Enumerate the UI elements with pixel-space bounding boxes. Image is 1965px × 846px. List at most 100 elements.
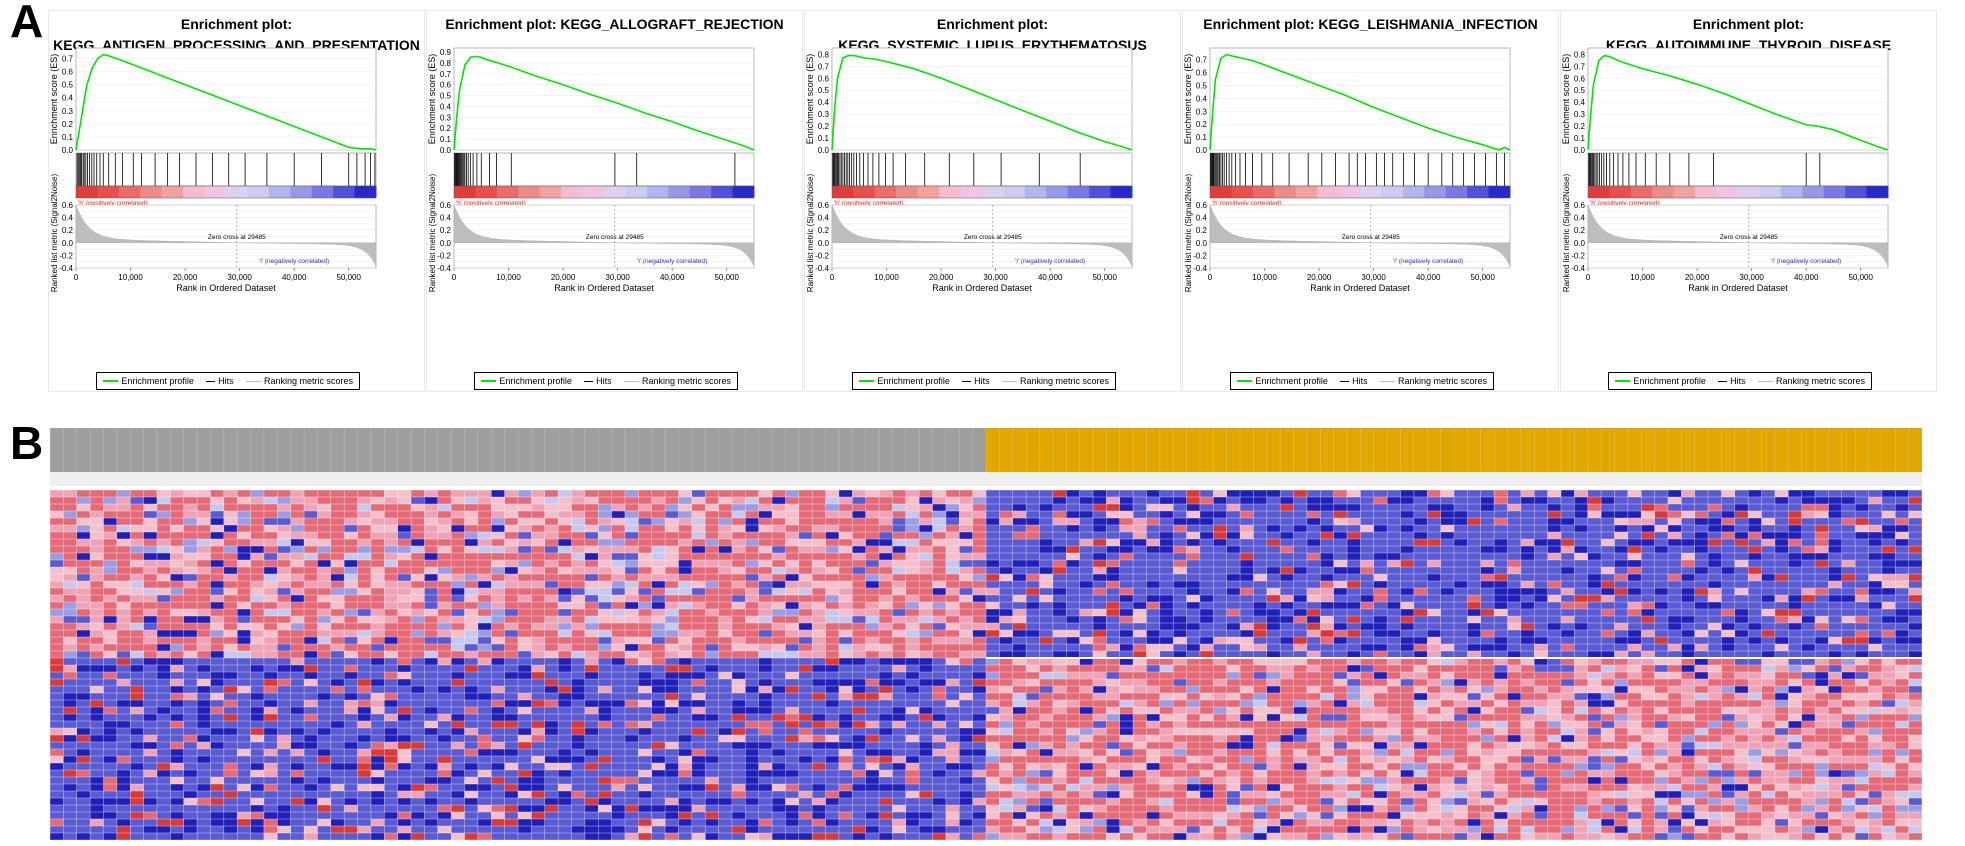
heatmap-cell <box>1253 532 1268 540</box>
heatmap-cell <box>464 658 479 666</box>
heatmap-cell <box>571 595 586 603</box>
heatmap-cell <box>317 637 332 645</box>
heatmap-cell <box>1694 588 1709 596</box>
heatmap-cell <box>718 658 733 666</box>
heatmap-cell <box>1801 553 1816 561</box>
ranked-tick-label: 0.4 <box>1196 214 1208 223</box>
heatmap-cell <box>1306 679 1321 687</box>
heatmap-cell <box>598 574 612 582</box>
heatmap-cell <box>1440 630 1455 638</box>
heatmap-cell <box>1855 693 1869 701</box>
heatmap-cell <box>1587 497 1602 505</box>
heatmap-cell <box>1681 581 1695 589</box>
heatmap-cell <box>1855 672 1869 680</box>
heatmap-cell <box>344 658 358 666</box>
heatmap-cell <box>1480 490 1495 498</box>
heatmap-cell <box>892 630 907 638</box>
heatmap-cell <box>437 532 452 540</box>
heatmap-cell <box>945 686 960 694</box>
heatmap-cell <box>1333 623 1348 631</box>
heatmap-cell <box>1199 665 1214 673</box>
heatmap-cell <box>1601 560 1615 568</box>
heatmap-cell <box>718 511 733 519</box>
heatmap-cell <box>183 679 198 687</box>
heatmap-cell <box>183 672 198 680</box>
heatmap-cell <box>156 511 171 519</box>
heatmap-cell <box>1534 504 1548 512</box>
heatmap-cell <box>1146 693 1161 701</box>
heatmap-cell <box>223 602 238 610</box>
heatmap-cell <box>919 595 933 603</box>
heatmap-cell <box>143 693 158 701</box>
heatmap-cell <box>1280 546 1294 554</box>
heatmap-cell <box>277 539 291 547</box>
heatmap-cell <box>330 518 345 526</box>
heatmap-cell <box>624 609 639 617</box>
heatmap-cell <box>1173 630 1187 638</box>
heatmap-cell <box>1614 665 1629 673</box>
heatmap-cell <box>1173 595 1187 603</box>
heatmap-cell <box>1133 581 1147 589</box>
heatmap-cell <box>1734 693 1749 701</box>
heatmap-cell <box>691 518 706 526</box>
heatmap-cell <box>1895 532 1909 540</box>
heatmap-cell <box>451 672 465 680</box>
heatmap-cell <box>1387 595 1401 603</box>
color-bar-segment <box>939 186 962 198</box>
heatmap-cell <box>785 672 800 680</box>
heatmap-cell <box>1226 644 1241 652</box>
heatmap-cell <box>1841 672 1856 680</box>
heatmap-cell <box>598 630 612 638</box>
heatmap-cell <box>357 679 372 687</box>
heatmap-cell <box>584 630 599 638</box>
heatmap-cell <box>1708 553 1722 561</box>
heatmap-cell <box>852 567 866 575</box>
heatmap-cell <box>1159 630 1174 638</box>
heatmap-cell <box>1440 525 1455 533</box>
heatmap-cell <box>344 700 358 708</box>
heatmap-cell <box>1881 644 1896 652</box>
heatmap-cell <box>330 525 345 533</box>
heatmap-cell <box>304 553 318 561</box>
heatmap-cell <box>130 644 144 652</box>
heatmap-cell <box>1454 658 1468 666</box>
heatmap-cell <box>277 644 291 652</box>
heatmap-cell <box>1855 665 1869 673</box>
heatmap-cell <box>103 651 118 659</box>
heatmap-cell <box>1213 637 1227 645</box>
heatmap-cell <box>1761 588 1776 596</box>
heatmap-cell <box>1427 644 1441 652</box>
heatmap-cell <box>330 581 345 589</box>
heatmap-cell <box>116 581 131 589</box>
heatmap-cell <box>718 497 733 505</box>
heatmap-cell <box>1881 525 1896 533</box>
heatmap-cell <box>1213 658 1227 666</box>
heatmap-cell <box>330 497 345 505</box>
heatmap-cell <box>1881 679 1896 687</box>
heatmap-cell <box>1306 658 1321 666</box>
heatmap-cell <box>1293 658 1308 666</box>
heatmap-cell <box>1681 497 1695 505</box>
plot-title: Enrichment plot: KEGG_LEISHMANIA_INFECTI… <box>1203 16 1538 32</box>
color-bar-segment <box>1673 186 1696 198</box>
heatmap-cell <box>1748 595 1762 603</box>
heatmap-cell <box>304 644 318 652</box>
heatmap-cell <box>1240 602 1254 610</box>
heatmap-cell <box>116 644 131 652</box>
heatmap-cell <box>852 644 866 652</box>
heatmap-cell <box>1320 679 1334 687</box>
heatmap-cell <box>90 658 104 666</box>
heatmap-cell <box>1614 581 1629 589</box>
heatmap-cell <box>1627 532 1642 540</box>
heatmap-cell <box>210 560 225 568</box>
heatmap-cell <box>1788 518 1802 526</box>
heatmap-cell <box>1240 693 1254 701</box>
heatmap-cell <box>584 651 599 659</box>
heatmap-cell <box>705 539 719 547</box>
heatmap-cell <box>451 588 465 596</box>
heatmap-cell <box>451 651 465 659</box>
heatmap-cell <box>1534 511 1548 519</box>
heatmap-cell <box>1908 546 1922 554</box>
heatmap-cell <box>1400 679 1415 687</box>
heatmap-cell <box>1226 588 1241 596</box>
